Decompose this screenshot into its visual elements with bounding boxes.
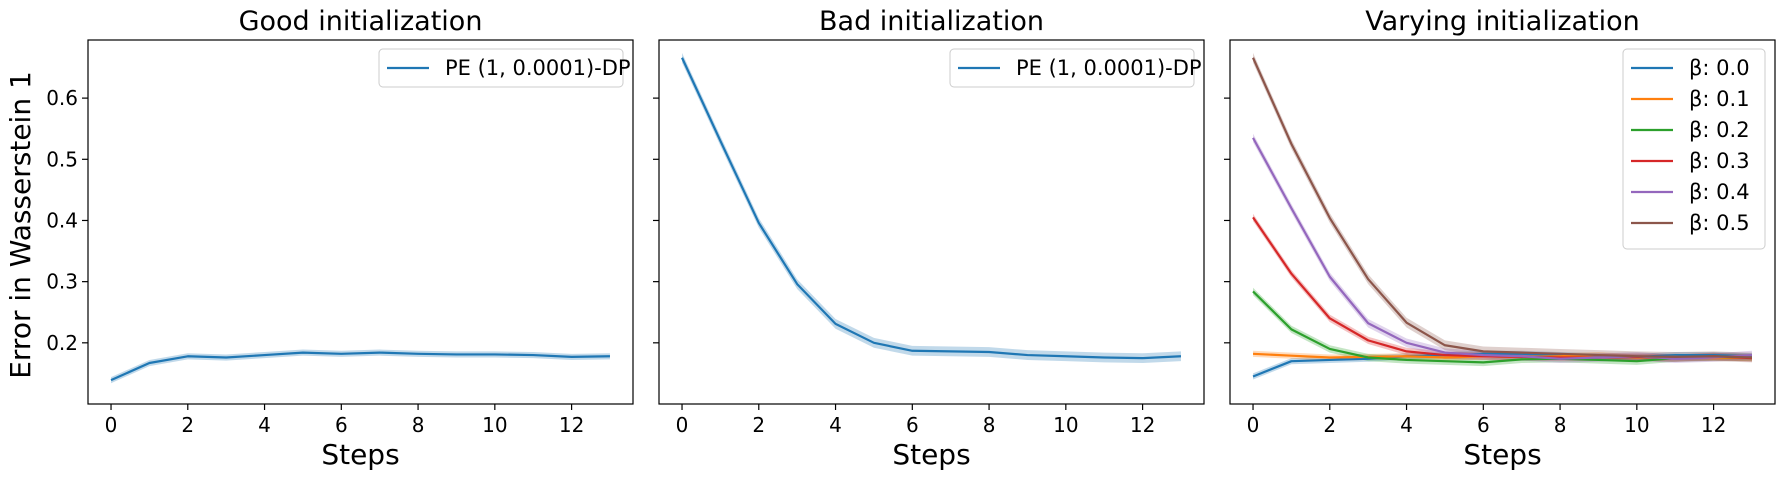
x-tick-label: 12	[559, 413, 584, 437]
chart-title: Varying initialization	[1365, 6, 1640, 37]
legend-label: PE (1, 0.0001)-DP	[445, 56, 631, 80]
x-axis-label: Steps	[1463, 438, 1541, 471]
x-tick-label: 6	[1477, 413, 1490, 437]
y-tick-label: 0.5	[46, 147, 78, 171]
x-axis-label: Steps	[892, 438, 970, 471]
chart-title: Bad initialization	[819, 6, 1044, 37]
y-tick-label: 0.3	[46, 270, 78, 294]
series-line	[1252, 137, 1753, 360]
legend-box	[378, 48, 624, 88]
series-line	[110, 351, 610, 382]
x-tick-label: 0	[105, 413, 118, 437]
y-tick-label: 0.2	[46, 331, 78, 355]
axes-frame	[1229, 39, 1776, 405]
legend-box	[949, 48, 1195, 88]
x-tick-label: 6	[906, 413, 919, 437]
x-tick-label: 10	[1624, 413, 1649, 437]
y-tick-label: 0.4	[46, 208, 78, 232]
x-tick-label: 6	[335, 413, 348, 437]
x-tick-label: 8	[1554, 413, 1567, 437]
x-tick-label: 4	[258, 413, 271, 437]
x-tick-label: 12	[1130, 413, 1155, 437]
legend-label: β: 0.4	[1689, 180, 1750, 204]
x-tick-label: 0	[676, 413, 689, 437]
y-tick-label: 0.6	[46, 86, 78, 110]
chart-panel-1: Good initialization 0 2 4 6 8 10 12 0.2 0.3 0.4 0.5…	[46, 6, 634, 471]
x-tick-label: 12	[1701, 413, 1726, 437]
series-band	[682, 52, 1181, 364]
axes-frame	[658, 39, 1205, 405]
legend-label: β: 0.1	[1689, 87, 1750, 111]
legend-label: β: 0.2	[1689, 118, 1750, 142]
shared-y-axis-label: Error in Wasserstein 1	[4, 71, 37, 379]
legend-label: β: 0.5	[1689, 211, 1750, 235]
x-tick-label: 2	[752, 413, 765, 437]
x-tick-label: 10	[482, 413, 507, 437]
x-tick-label: 2	[181, 413, 194, 437]
legend-label: PE (1, 0.0001)-DP	[1016, 56, 1202, 80]
series-line	[1252, 57, 1753, 359]
legend: PE (1, 0.0001)-DP	[378, 48, 631, 88]
chart-title: Good initialization	[239, 6, 483, 37]
legend-label: β: 0.0	[1689, 56, 1750, 80]
x-tick-label: 8	[983, 413, 996, 437]
series-line	[1252, 352, 1753, 378]
series-line	[681, 57, 1182, 360]
x-tick-label: 0	[1247, 413, 1260, 437]
legend: PE (1, 0.0001)-DP	[949, 48, 1202, 88]
x-tick-label: 2	[1323, 413, 1336, 437]
x-axis-label: Steps	[321, 438, 399, 471]
chart-panel-2: Bad initialization 0 2 4 6 8 10 12 Steps PE (1, 0…	[653, 6, 1205, 471]
axes-frame	[87, 39, 634, 405]
chart-panel-3: Varying initialization 0 2 4 6 8 10 12 Steps β: 0…	[1224, 6, 1776, 471]
legend: β: 0.0 β: 0.1 β: 0.2 β: 0.3 β: 0.4 β: 0.5	[1622, 48, 1766, 250]
x-tick-label: 10	[1053, 413, 1078, 437]
x-tick-label: 4	[1400, 413, 1413, 437]
x-tick-label: 8	[412, 413, 425, 437]
legend-label: β: 0.3	[1689, 149, 1750, 173]
x-tick-label: 4	[829, 413, 842, 437]
